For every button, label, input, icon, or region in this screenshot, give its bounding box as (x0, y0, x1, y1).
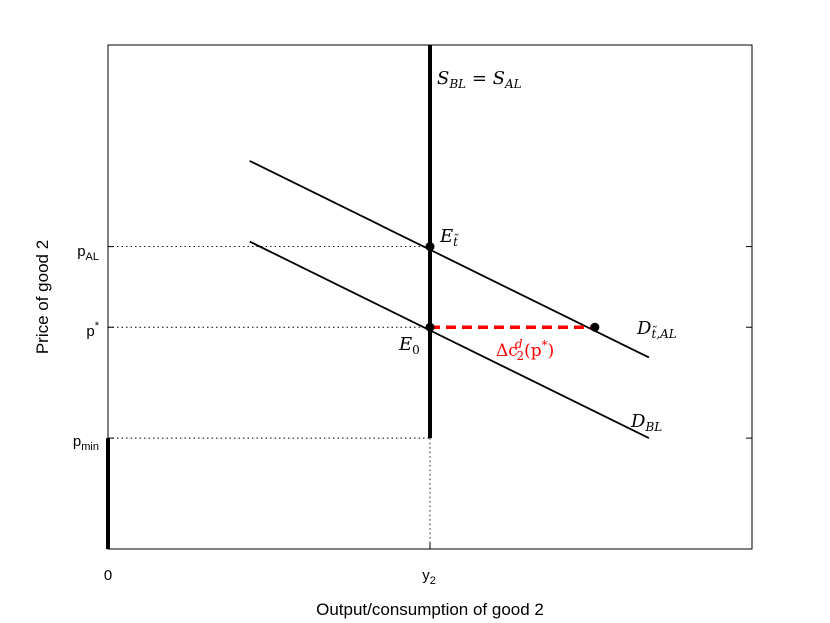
point-D_end (590, 322, 600, 332)
point-E_t (425, 242, 435, 252)
x-tick-labels: 0 y2 (104, 567, 436, 587)
demand_al-line (249, 160, 650, 359)
tick-marks (107, 45, 752, 549)
x-tick-label-0: 0 (104, 567, 112, 584)
supply-label: SBL = SAL (437, 68, 522, 91)
curves (106, 45, 650, 549)
x-tick-label-y2: y2 (422, 567, 436, 587)
equilibrium-points (425, 242, 600, 332)
y-tick-label-pmin: pmin (73, 433, 99, 453)
x-axis-label: Output/consumption of good 2 (316, 600, 544, 619)
y-tick-label-pstar: p* (86, 320, 99, 340)
point-E0 (425, 322, 435, 332)
E-t-label: Et̃ (439, 226, 459, 249)
E0-label: E0 (398, 334, 420, 357)
D-bl-label: DBL (630, 411, 662, 434)
y-axis-label: Price of good 2 (33, 240, 52, 354)
y-tick-labels: pmin p* pAL (73, 243, 100, 453)
y-tick-label-pal: pAL (77, 243, 99, 263)
delta-demand-label: Δcd 2(p*) (496, 337, 554, 363)
demand_bl-line (249, 240, 650, 439)
guide-lines (108, 246, 431, 549)
D-al-label: Dt̃,AL (636, 318, 677, 341)
